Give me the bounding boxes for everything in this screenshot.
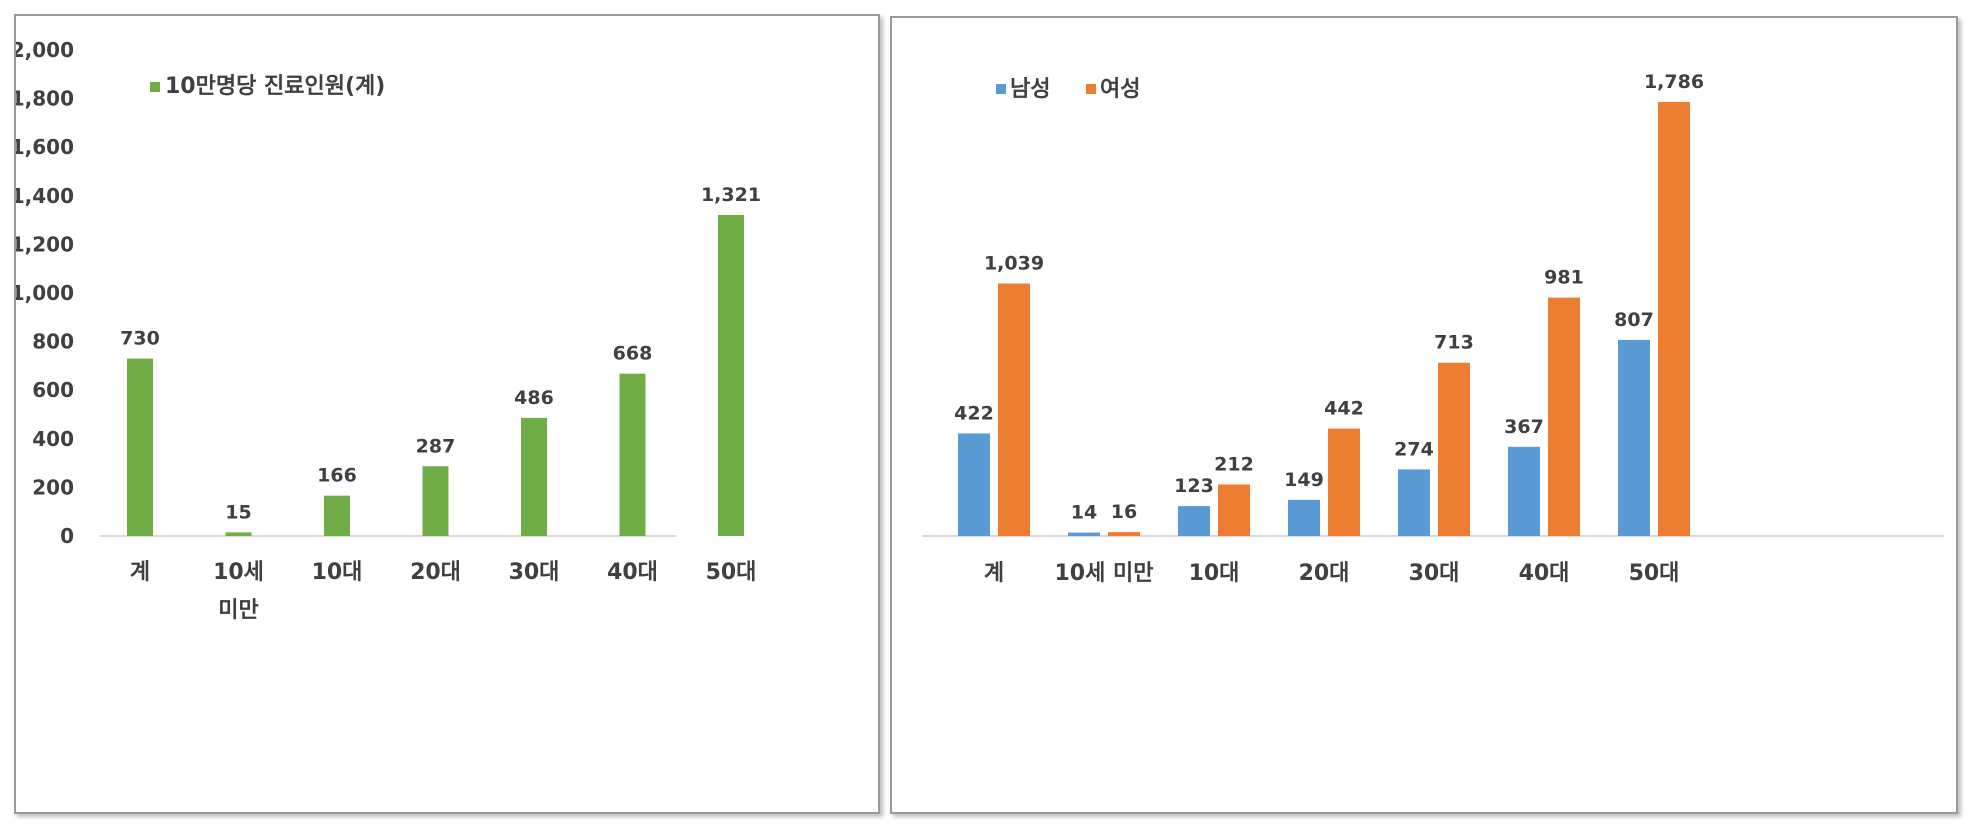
male-bar-6 [1618,339,1650,536]
male-bar-2 [1178,506,1210,536]
data-label: 367 [1504,416,1544,438]
data-label: 287 [416,435,456,457]
category-label: 10대 [312,560,363,585]
category-label-line: 20대 [410,560,461,585]
category-label-line: 10세 [213,560,264,585]
data-label: 730 [120,328,160,350]
data-label: 1,321 [701,184,761,206]
chart-panel-right: 422 1,039 계 14 16 10세 미만 123 212 10대 149 442 20대 274… [890,16,1958,814]
male-bar-0 [958,433,990,536]
male-bar-3 [1288,499,1320,536]
data-label: 166 [317,465,357,487]
category-label: 40대 [1519,561,1570,586]
y-tick-label: 0 [60,524,74,548]
category-label: 50대 [706,560,757,585]
data-label: 14 [1071,502,1097,524]
category-label: 20대 [1299,561,1350,586]
category-label: 30대 [509,560,560,585]
category-label-line: 50대 [706,560,757,585]
male-bar-4 [1398,469,1430,536]
data-label: 1,786 [1644,71,1704,93]
category-label: 계 [130,560,150,585]
legend-label: 남성 [1010,77,1050,102]
bar-3 [422,466,449,536]
data-label: 149 [1284,469,1324,491]
category-label: 20대 [410,560,461,585]
legend-swatch [996,84,1006,94]
category-label: 50대 [1629,561,1680,586]
category-label-line: 10대 [312,560,363,585]
y-tick-label: 1,800 [16,87,74,111]
data-label: 123 [1174,475,1214,497]
category-label: 10세 미만 [1055,561,1154,586]
y-tick-label: 600 [32,378,74,402]
legend-swatch [1086,84,1096,94]
data-label: 274 [1394,438,1434,460]
data-label: 16 [1111,501,1137,523]
bar-6 [718,214,744,536]
bar-2 [324,495,350,536]
female-bar-5 [1548,297,1580,536]
legend-swatch [150,82,160,92]
female-bar-3 [1328,428,1360,536]
y-tick-label: 2,000 [16,38,74,62]
category-label-line: 미만 [218,598,258,623]
category-label-line: 30대 [509,560,560,585]
y-tick-label: 1,400 [16,184,74,208]
female-bar-0 [998,283,1030,536]
bar-0 [127,358,153,536]
category-label-line: 40대 [607,560,658,585]
category-label: 계 [984,561,1004,586]
male-bar-1 [1068,532,1100,536]
chart-left-canvas: 0 200 400 600 800 1,000 1,200 1,400 1,600 1,800 2,… [16,38,761,623]
data-label: 807 [1614,309,1654,331]
legend-label: 10만명당 진료인원(계) [165,74,385,99]
chart-panel-left: 0 200 400 600 800 1,000 1,200 1,400 1,600 1,800 2,… [14,14,880,814]
data-label: 422 [954,402,994,424]
data-label: 668 [613,343,653,365]
female-bar-2 [1218,484,1250,536]
y-tick-label: 800 [32,330,74,354]
data-label: 713 [1434,332,1474,354]
y-tick-label: 200 [32,475,74,499]
category-label-line: 계 [130,560,150,585]
female-bar-6 [1658,102,1690,536]
data-label: 212 [1214,453,1254,475]
bar-4 [521,417,547,536]
female-bar-4 [1438,362,1470,536]
data-label: 981 [1544,267,1584,289]
y-tick-label: 1,600 [16,135,74,159]
data-label: 486 [514,387,554,409]
y-tick-label: 1,200 [16,232,74,256]
bar-1 [225,532,252,536]
male-bar-5 [1508,446,1540,536]
legend-label: 여성 [1100,77,1140,102]
data-label: 1,039 [984,253,1044,275]
y-tick-label: 400 [32,427,74,451]
female-bar-1 [1108,532,1140,536]
bar-5 [619,373,646,536]
data-label: 442 [1324,398,1364,420]
y-tick-label: 1,000 [16,281,74,305]
category-label: 40대 [607,560,658,585]
category-label: 30대 [1409,561,1460,586]
category-label: 10대 [1189,561,1240,586]
data-label: 15 [225,501,251,523]
